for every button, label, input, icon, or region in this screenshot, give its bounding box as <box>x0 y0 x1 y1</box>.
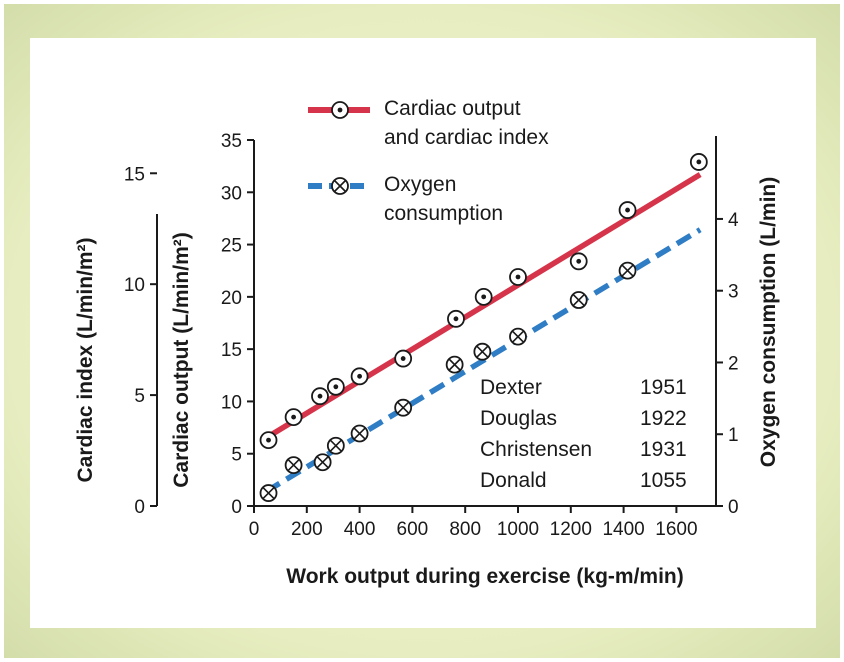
oxygen-data-point <box>284 456 303 474</box>
oxygen-axis-title: Oxygen consumption (L/min) <box>757 177 780 468</box>
legend-label-cardiac-line2: and cardiac index <box>384 126 549 149</box>
cardiac-data-point <box>259 431 278 450</box>
cardiac-data-point <box>284 408 303 427</box>
oxygen-data-point <box>259 484 278 502</box>
cardiac-data-point <box>447 309 465 328</box>
cardiac-data-point <box>311 387 329 406</box>
cardiac-data-point <box>350 367 369 386</box>
x-tick-label: 200 <box>291 519 323 540</box>
cardiac-output-tick-label: 30 <box>221 183 242 204</box>
oxygen-data-point <box>445 355 464 374</box>
cardiac-output-tick-label: 35 <box>221 131 242 152</box>
cardiac-data-point <box>394 349 413 368</box>
reference-year: 1951 <box>640 376 687 399</box>
cardiac-output-tick-label: 25 <box>221 236 242 257</box>
chart-frame: 0 200 400 600 800 1000 1200 1400 1600 0 5 10 15 0 5 10 1… <box>4 4 840 658</box>
legend-marker-cross-x <box>333 179 347 193</box>
cardiac-index-tick-label: 5 <box>134 386 145 407</box>
x-tick-label: 400 <box>344 519 376 540</box>
x-axis-title: Work output during exercise (kg-m/min) <box>286 565 683 588</box>
legend-label-oxygen-line1: Oxygen <box>384 173 456 196</box>
cardiac-data-point <box>618 201 637 219</box>
oxygen-data-point <box>569 291 588 309</box>
cardiac-output-tick-label: 15 <box>221 340 242 361</box>
x-tick-label: 800 <box>449 519 481 540</box>
cardiac-data-point <box>689 153 708 171</box>
legend-label-cardiac-line1: Cardiac output <box>384 97 521 120</box>
reference-name: Douglas <box>480 407 557 430</box>
x-tick-label: 1600 <box>655 519 697 540</box>
oxygen-data-point <box>618 261 637 280</box>
chart: 0 200 400 600 800 1000 1200 1400 160005101505101… <box>74 97 780 588</box>
oxygen-tick-label: 0 <box>728 497 739 518</box>
cardiac-index-tick-label: 0 <box>134 497 145 518</box>
oxygen-tick-label: 2 <box>728 353 739 374</box>
cardiac-data-point <box>509 268 527 286</box>
reference-name: Donald <box>480 469 547 492</box>
cardiac-data-point <box>569 252 588 271</box>
cardiac-index-axis-title: Cardiac index (L/min/m²) <box>74 237 97 482</box>
x-tick-label: 1000 <box>497 519 539 540</box>
cardiac-output-tick-label: 10 <box>221 392 242 413</box>
x-tick-label: 1400 <box>602 519 644 540</box>
chart-panel: 0 200 400 600 800 1000 1200 1400 1600 0 5 10 15 0 5 10 1… <box>30 38 816 628</box>
cardiac-output-axis-title: Cardiac output (L/min/m²) <box>170 232 193 488</box>
ticks-layer: 0 200 400 600 800 1000 1200 1400 160005101505101… <box>124 131 739 540</box>
legend-label-oxygen-line2: consumption <box>384 202 503 225</box>
cardiac-data-point <box>474 287 493 306</box>
reference-name: Dexter <box>480 376 542 399</box>
reference-name: Christensen <box>480 438 592 461</box>
cardiac-data-point <box>326 377 345 396</box>
oxygen-data-point <box>313 453 332 472</box>
legend: Cardiac output and cardiac index Oxygen … <box>308 97 549 225</box>
reference-year: 1922 <box>640 407 687 430</box>
series-layer <box>259 153 708 502</box>
legend-marker-dot-center <box>337 107 343 113</box>
cardiac-output-tick-label: 5 <box>231 445 242 466</box>
oxygen-tick-label: 1 <box>728 425 739 446</box>
reference-table: Dexter 1951 Douglas 1922 Christensen 193… <box>480 376 687 492</box>
oxygen-data-point <box>394 398 413 417</box>
x-tick-label: 1200 <box>550 519 592 540</box>
oxygen-data-point <box>473 342 492 361</box>
oxygen-tick-label: 3 <box>728 282 739 303</box>
cardiac-index-tick-label: 15 <box>124 164 145 185</box>
cardiac-output-tick-label: 0 <box>231 497 242 518</box>
reference-year: 1055 <box>640 469 687 492</box>
cardiac-index-tick-label: 10 <box>124 275 145 296</box>
x-tick-label: 0 <box>249 519 260 540</box>
reference-year: 1931 <box>640 438 687 461</box>
oxygen-tick-label: 4 <box>728 210 739 231</box>
oxygen-data-point <box>326 436 345 455</box>
x-tick-label: 600 <box>397 519 429 540</box>
oxygen-data-point <box>350 424 369 443</box>
cardiac-output-tick-label: 20 <box>221 288 242 309</box>
oxygen-data-point <box>509 327 527 346</box>
